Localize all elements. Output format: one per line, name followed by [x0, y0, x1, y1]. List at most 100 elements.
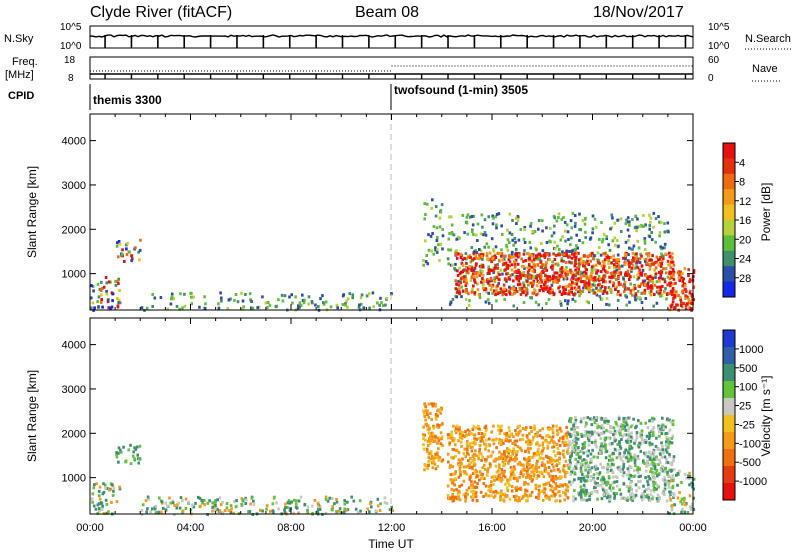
range-gate-cell — [505, 450, 508, 453]
range-gate-cell — [632, 284, 636, 288]
range-gate-cell — [507, 481, 510, 485]
range-gate-cell — [523, 457, 526, 461]
range-gate-cell — [356, 510, 360, 514]
range-gate-cell — [629, 452, 632, 456]
range-gate-cell — [648, 224, 652, 227]
range-gate-cell — [169, 302, 173, 306]
range-gate-cell — [560, 303, 563, 307]
range-gate-cell — [608, 499, 611, 503]
range-gate-cell — [468, 299, 471, 303]
range-gate-cell — [688, 494, 692, 498]
range-gate-cell — [520, 449, 523, 453]
range-gate-cell — [473, 495, 476, 499]
range-gate-cell — [574, 434, 577, 437]
range-gate-cell — [496, 292, 500, 296]
range-gate-cell — [526, 271, 530, 275]
range-gate-cell — [543, 487, 547, 491]
range-gate-cell — [448, 441, 451, 445]
range-gate-cell — [358, 303, 361, 307]
range-gate-cell — [462, 275, 466, 279]
range-gate-cell — [454, 448, 458, 452]
range-gate-cell — [574, 466, 578, 470]
range-gate-cell — [573, 430, 576, 434]
range-gate-cell — [622, 284, 625, 288]
range-gate-cell — [427, 456, 431, 460]
range-gate-cell — [133, 457, 136, 461]
range-gate-cell — [481, 257, 484, 261]
range-gate-cell — [503, 463, 506, 467]
range-gate-cell — [487, 245, 490, 249]
range-gate-cell — [623, 286, 627, 289]
range-gate-cell — [331, 497, 334, 500]
range-gate-cell — [563, 252, 566, 256]
range-gate-cell — [596, 431, 599, 435]
range-gate-cell — [90, 497, 94, 501]
range-gate-cell — [615, 268, 618, 272]
range-gate-cell — [614, 438, 617, 442]
range-gate-cell — [494, 293, 497, 297]
range-gate-cell — [565, 425, 568, 429]
range-gate-cell — [630, 266, 634, 270]
range-gate-cell — [656, 483, 659, 487]
range-gate-cell — [436, 465, 440, 468]
range-gate-cell — [203, 307, 207, 310]
range-gate-cell — [431, 404, 435, 408]
range-gate-cell — [585, 498, 588, 502]
range-gate-cell — [583, 445, 587, 449]
range-gate-cell — [568, 432, 571, 436]
range-gate-cell — [622, 463, 626, 466]
range-gate-cell — [533, 270, 536, 274]
range-gate-cell — [298, 305, 301, 309]
range-gate-cell — [130, 254, 133, 258]
range-gate-cell — [529, 426, 532, 429]
range-gate-cell — [571, 211, 575, 215]
range-gate-cell — [497, 212, 501, 216]
range-gate-cell — [583, 260, 586, 264]
range-gate-cell — [248, 292, 252, 296]
range-gate-cell — [582, 264, 585, 268]
power-scatter-cells — [90, 198, 696, 312]
range-gate-cell — [658, 257, 662, 261]
range-gate-cell — [615, 492, 618, 496]
range-gate-cell — [606, 422, 610, 425]
velocity-scatter-cells — [90, 402, 696, 517]
range-gate-cell — [489, 454, 493, 458]
range-gate-cell — [605, 419, 608, 423]
range-gate-cell — [471, 445, 474, 449]
range-gate-cell — [592, 455, 596, 459]
range-gate-cell — [578, 294, 581, 298]
range-gate-cell — [487, 485, 491, 489]
range-gate-cell — [630, 247, 633, 251]
range-gate-cell — [632, 256, 635, 260]
range-gate-cell — [657, 430, 661, 434]
range-gate-cell — [686, 511, 690, 514]
range-gate-cell — [376, 497, 380, 501]
range-gate-cell — [579, 228, 582, 232]
range-gate-cell — [605, 492, 609, 495]
range-gate-cell — [476, 271, 480, 275]
range-gate-cell — [589, 475, 593, 479]
range-gate-cell — [582, 483, 586, 487]
range-gate-cell — [649, 286, 652, 290]
range-gate-cell — [448, 443, 451, 447]
range-gate-cell — [383, 496, 387, 500]
range-gate-cell — [368, 510, 371, 514]
range-gate-cell — [454, 477, 457, 481]
range-gate-cell — [466, 492, 469, 496]
range-gate-cell — [533, 230, 537, 233]
range-gate-cell — [438, 456, 442, 459]
range-gate-cell — [609, 290, 613, 294]
range-gate-cell — [595, 483, 598, 487]
range-gate-cell — [658, 497, 661, 501]
range-gate-cell — [651, 473, 655, 477]
range-gate-cell — [659, 452, 662, 456]
range-gate-cell — [438, 216, 442, 220]
range-gate-cell — [551, 260, 554, 264]
range-gate-cell — [551, 277, 554, 281]
range-gate-cell — [584, 230, 587, 234]
range-gate-cell — [642, 280, 645, 284]
range-gate-cell — [97, 305, 100, 309]
range-gate-cell — [541, 489, 544, 493]
range-gate-cell — [527, 283, 530, 287]
